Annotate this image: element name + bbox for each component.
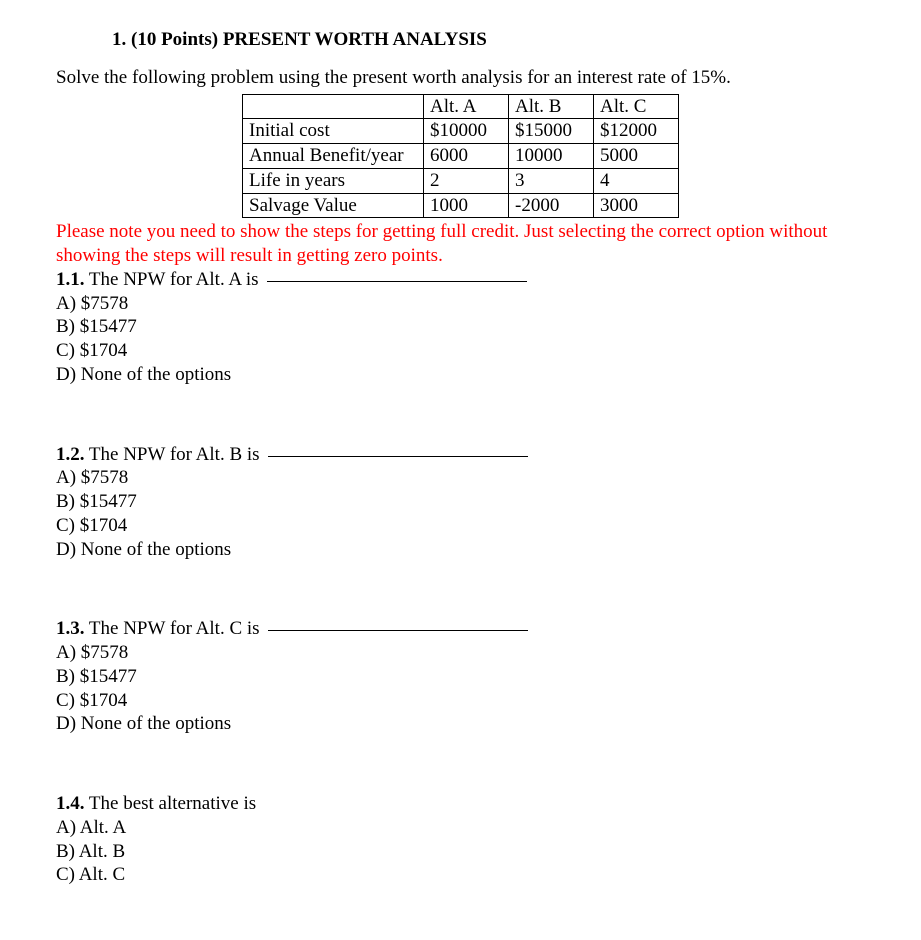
question-text: The NPW for Alt. B is: [85, 444, 265, 465]
question-stem: 1.3. The NPW for Alt. C is: [56, 617, 865, 641]
table-row: Initial cost $10000 $15000 $12000: [243, 119, 679, 144]
options: A) $7578 B) $15477 C) $1704 D) None of t…: [56, 292, 865, 387]
answer-blank: [267, 281, 527, 282]
question-text: The best alternative is: [85, 793, 257, 814]
option-b: B) $15477: [56, 315, 865, 339]
table-cell: Alt. C: [594, 94, 679, 119]
options: A) $7578 B) $15477 C) $1704 D) None of t…: [56, 466, 865, 561]
options: A) Alt. A B) Alt. B C) Alt. C: [56, 816, 865, 887]
table-cell: Alt. A: [424, 94, 509, 119]
option-b: B) Alt. B: [56, 840, 865, 864]
option-c: C) Alt. C: [56, 863, 865, 887]
option-a: A) Alt. A: [56, 816, 865, 840]
answer-blank: [268, 630, 528, 631]
question-text: The NPW for Alt. C is: [85, 618, 265, 639]
table-row: Salvage Value 1000 -2000 3000: [243, 193, 679, 218]
option-d: D) None of the options: [56, 363, 865, 387]
question-1-4: 1.4. The best alternative is A) Alt. A B…: [56, 792, 865, 887]
options: A) $7578 B) $15477 C) $1704 D) None of t…: [56, 641, 865, 736]
table-cell: $12000: [594, 119, 679, 144]
alternatives-table: Alt. A Alt. B Alt. C Initial cost $10000…: [242, 94, 679, 219]
question-1-3: 1.3. The NPW for Alt. C is A) $7578 B) $…: [56, 617, 865, 736]
table-cell: 1000: [424, 193, 509, 218]
intro-text: Solve the following problem using the pr…: [56, 66, 865, 90]
question-number: 1.4.: [56, 793, 85, 814]
table-cell: Salvage Value: [243, 193, 424, 218]
table-cell: Alt. B: [509, 94, 594, 119]
question-number: 1.3.: [56, 618, 85, 639]
question-number: 1.1.: [56, 269, 85, 290]
option-c: C) $1704: [56, 689, 865, 713]
question-stem: 1.4. The best alternative is: [56, 792, 865, 816]
option-b: B) $15477: [56, 490, 865, 514]
option-d: D) None of the options: [56, 712, 865, 736]
question-text: The NPW for Alt. A is: [85, 269, 264, 290]
answer-blank: [268, 456, 528, 457]
option-d: D) None of the options: [56, 538, 865, 562]
table-row: Life in years 2 3 4: [243, 168, 679, 193]
table-cell: 3000: [594, 193, 679, 218]
grading-note: Please note you need to show the steps f…: [56, 220, 865, 268]
table-cell: $15000: [509, 119, 594, 144]
table-cell: -2000: [509, 193, 594, 218]
table-cell: 5000: [594, 144, 679, 169]
question-stem: 1.2. The NPW for Alt. B is: [56, 443, 865, 467]
option-a: A) $7578: [56, 641, 865, 665]
option-b: B) $15477: [56, 665, 865, 689]
table-row: Annual Benefit/year 6000 10000 5000: [243, 144, 679, 169]
table-cell: 3: [509, 168, 594, 193]
table-cell: [243, 94, 424, 119]
option-a: A) $7578: [56, 292, 865, 316]
table-cell: 10000: [509, 144, 594, 169]
option-c: C) $1704: [56, 514, 865, 538]
page: 1. (10 Points) PRESENT WORTH ANALYSIS So…: [0, 0, 921, 927]
table-cell: Initial cost: [243, 119, 424, 144]
question-number: 1.2.: [56, 444, 85, 465]
option-a: A) $7578: [56, 466, 865, 490]
question-1-2: 1.2. The NPW for Alt. B is A) $7578 B) $…: [56, 443, 865, 562]
question-1-1: 1.1. The NPW for Alt. A is A) $7578 B) $…: [56, 268, 865, 387]
question-stem: 1.1. The NPW for Alt. A is: [56, 268, 865, 292]
table-row: Alt. A Alt. B Alt. C: [243, 94, 679, 119]
table-cell: Annual Benefit/year: [243, 144, 424, 169]
option-c: C) $1704: [56, 339, 865, 363]
table-cell: 2: [424, 168, 509, 193]
table-cell: $10000: [424, 119, 509, 144]
table-cell: 6000: [424, 144, 509, 169]
question-heading: 1. (10 Points) PRESENT WORTH ANALYSIS: [112, 28, 865, 52]
table-cell: 4: [594, 168, 679, 193]
table-cell: Life in years: [243, 168, 424, 193]
